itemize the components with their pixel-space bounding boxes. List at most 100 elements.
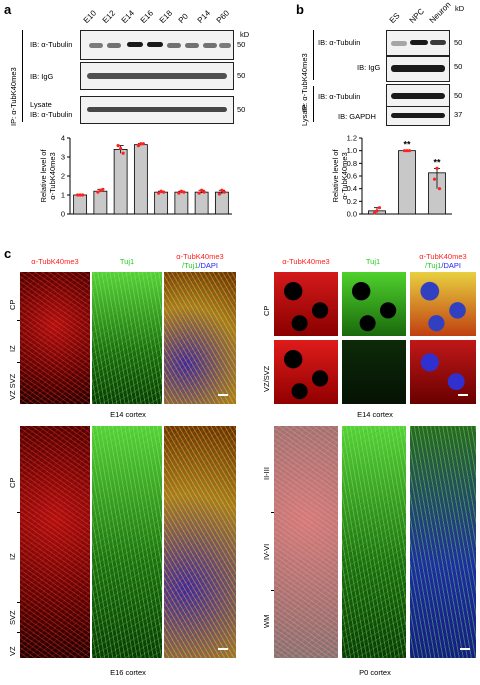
- lysate-label-b: Lysate: [300, 104, 309, 126]
- chart-a-ylabel: Relative level ofα-TubK40me3: [39, 149, 57, 203]
- chart-b-yticklabel: 1.0: [347, 146, 357, 155]
- chart-a-point-0-2: [81, 193, 85, 197]
- ip-bracket-b: [313, 30, 314, 80]
- chart-b-ylabel: Relative level ofα-TubK40me3: [331, 149, 349, 203]
- e14-layer-vzsvz: VZ SVZ: [8, 373, 17, 400]
- chart-a-point-0-1: [78, 193, 82, 197]
- chart-a-yticklabel: 4: [61, 134, 65, 143]
- chart-a-yticklabel: 1: [61, 191, 65, 200]
- e16-layer-vz: VZ: [8, 646, 17, 656]
- chart-b-point-1-0: [402, 149, 407, 153]
- chart-a-point-2-1: [119, 146, 123, 151]
- blot-label-b4: IB: GAPDH: [338, 112, 376, 121]
- p0-red-image: [274, 426, 338, 658]
- chart-a-bar-1: [93, 190, 108, 215]
- chart-a-point-6-1: [200, 188, 204, 192]
- e16-layer-cp: CP: [8, 477, 17, 488]
- chart-a-point-2-2: [121, 151, 125, 155]
- lane-a-e10: E10: [81, 8, 99, 25]
- e16-red-image: [20, 426, 90, 658]
- lane-a-e14: E14: [119, 8, 137, 25]
- chart-a-point-1-1: [98, 188, 102, 192]
- chart-a-bar-6: [194, 191, 209, 215]
- e14z-red-title: α-TubK40me3: [282, 257, 330, 266]
- chart-a-point-5-0: [177, 191, 181, 195]
- chart-a-bar-3: [133, 144, 148, 215]
- chart-a-point-7-0: [217, 192, 221, 196]
- chart-b-point-0-2: [377, 206, 382, 210]
- blot-label-b1: IB: α-Tubulin: [318, 38, 361, 47]
- e14-red-image: [20, 272, 90, 404]
- lane-a-e16: E16: [138, 8, 156, 25]
- lane-a-p14: P14: [195, 8, 213, 25]
- chart-a-bar-7: [214, 191, 229, 215]
- chart-b-yticklabel: 0.4: [347, 184, 357, 193]
- e14z-layer-cp: CP: [262, 305, 271, 316]
- chart-b-yticklabel: 1.2: [347, 134, 357, 143]
- e14-merge-title-2: /Tuj1/DAPI: [164, 261, 236, 270]
- chart-b-point-1-1: [405, 149, 409, 153]
- chart-a-point-1-0: [96, 190, 100, 194]
- chart-a-point-4-0: [157, 191, 161, 195]
- bar-chart-a: Relative level ofα-TubK40me3 0 1 2 3 4: [39, 134, 232, 219]
- lane-b-neuron: Neuron: [427, 0, 453, 26]
- blot-a1: [80, 30, 234, 60]
- chart-b-sig-1: **: [403, 140, 411, 150]
- chart-a-point-7-1: [220, 188, 224, 192]
- chart-a-point-5-1: [179, 189, 183, 193]
- chart-a-point-4-1: [159, 189, 163, 193]
- chart-b-point-0-1: [375, 209, 379, 213]
- blot-b4: [386, 106, 450, 126]
- chart-a-point-0-0: [76, 193, 80, 197]
- e14-layer-iz: IZ: [8, 345, 17, 352]
- e14z-merge-vz: [410, 340, 476, 404]
- e14z-red-cp: [274, 272, 338, 336]
- e14z-layer-vzsvz: VZ/SVZ: [262, 365, 271, 392]
- bar-chart-b: Relative level ofα-TubK40me3 0.0 0.2 0.4 0.6…: [331, 134, 452, 219]
- chart-b-point-1-2: [407, 149, 412, 153]
- e16-caption: E16 cortex: [110, 668, 146, 677]
- chart-a-bar-0: [73, 194, 88, 215]
- blot-a2: [80, 62, 234, 90]
- chart-b-bar-1: [398, 150, 416, 215]
- chart-a-point-2-0: [116, 144, 120, 148]
- panel-a-label: a: [4, 2, 12, 17]
- e14z-merge-title-1: α-TubK40me3: [419, 252, 467, 261]
- kd-label-a: kD: [240, 30, 250, 39]
- chart-b-yticklabel: 0.2: [347, 197, 357, 206]
- panel-b-label: b: [296, 2, 304, 17]
- p0-layer-4-6: IV-VI: [262, 543, 271, 560]
- blot-label-b2: IB: IgG: [357, 63, 381, 72]
- chart-b-yticklabel: 0.0: [347, 210, 357, 219]
- mw-a3: 50: [237, 105, 246, 114]
- e16-merge-image: [164, 426, 236, 658]
- e14z-green-cp: [342, 272, 406, 336]
- chart-a-bar-2: [113, 148, 128, 215]
- lane-a-e12: E12: [100, 8, 118, 25]
- blot-label-a2: IB: IgG: [30, 72, 54, 81]
- lane-b-npc: NPC: [407, 6, 426, 25]
- e14z-green-vz: [342, 340, 406, 404]
- p0-layer-wm: WM: [262, 614, 271, 628]
- chart-a-point-6-0: [197, 191, 201, 195]
- lane-a-p0: P0: [176, 11, 190, 25]
- blot-label-b3: IB: α-Tubulin: [318, 92, 361, 101]
- p0-green-image: [342, 426, 406, 658]
- chart-a-yticklabel: 3: [61, 153, 65, 162]
- e14z-merge-title-2: /Tuj1/DAPI: [410, 261, 476, 270]
- ip-label-a: IP: α-TubK40me3: [9, 67, 18, 126]
- p0-scalebar: [460, 648, 470, 650]
- lysate-label-a: Lysate: [30, 100, 52, 109]
- p0-layer-2-3: II-III: [262, 467, 271, 480]
- lane-a-p60: P60: [214, 8, 232, 25]
- mw-a1: 50: [237, 40, 246, 49]
- chart-a-point-3-0: [136, 144, 140, 148]
- p0-merge-image: [410, 426, 476, 658]
- e14z-scalebar: [458, 394, 468, 396]
- e16-layer-svz: SVZ: [8, 610, 17, 625]
- chart-b-point-2-1: [435, 166, 439, 170]
- mw-b1: 50: [454, 38, 463, 47]
- e14-red-title: α-TubK40me3: [31, 257, 79, 266]
- e14z-merge-dapi: /DAPI: [441, 261, 461, 270]
- e14-layer-cp: CP: [8, 299, 17, 310]
